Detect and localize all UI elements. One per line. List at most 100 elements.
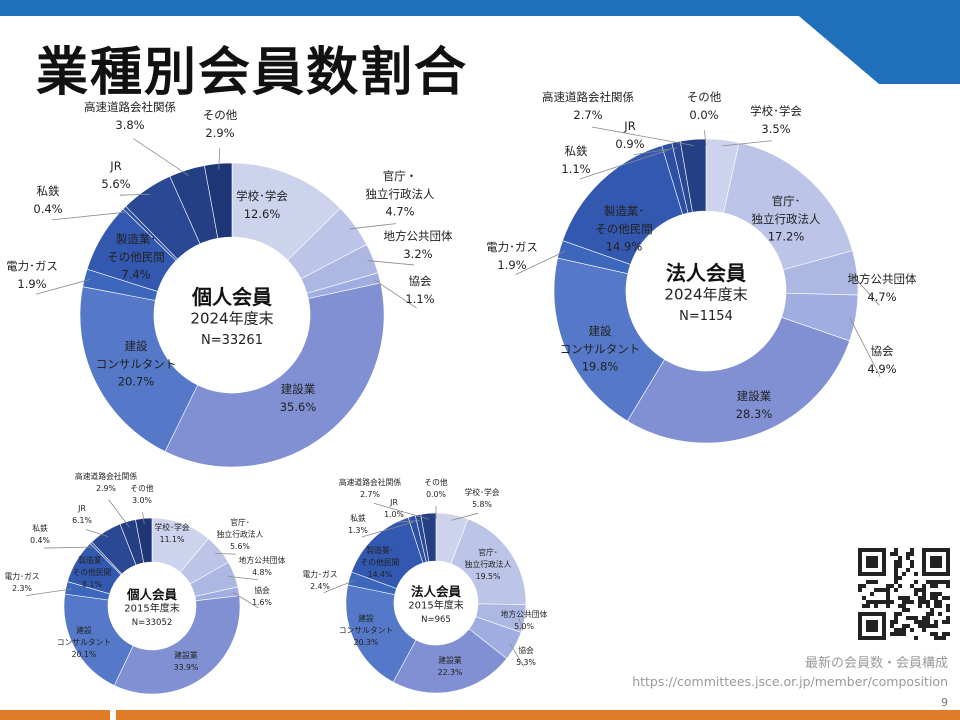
qr-code[interactable] [858, 548, 950, 640]
pie-chart-corporate-2015: 学校･学会 5.8% 官庁･独立行政法人 19.5% 地方公共団体 5.0% 協会 5.3% 建… [302, 477, 548, 694]
pie-slice [79, 286, 199, 452]
slice-labels: 学校･学会 3.5% 官庁･独立行政法人 17.2% 地方公共団体 4.7% 協会 4.9% 建… [486, 90, 917, 421]
leader-line [133, 138, 189, 176]
center-n: N=33052 [132, 618, 173, 628]
center-year: 2015年度末 [124, 602, 179, 615]
slice-label: 私鉄 0.4% [30, 523, 50, 545]
leader-line [349, 223, 397, 230]
pie-slice [626, 316, 850, 444]
leader-line [373, 278, 417, 309]
pie-slice [723, 142, 853, 271]
leader-line [451, 512, 479, 521]
slice-label: 電力･ガス 2.4% [302, 569, 337, 591]
slice-label: 高速道路会社関係 2.7% [542, 90, 634, 122]
pie-chart-individual-2015: 学校･学会 11.1% 官庁･独立行政法人 5.6% 地方公共団体 4.8% 協会 1.6% 建… [4, 471, 286, 695]
center-n: N=33261 [201, 333, 263, 348]
center-n: N=1154 [679, 309, 733, 324]
bottom-band-gap [110, 710, 116, 720]
leader-line [51, 211, 129, 221]
slice-label: 建設業 33.9% [174, 650, 199, 672]
pie-slice [420, 512, 437, 562]
slice-label: 電力･ガス 1.9% [6, 259, 58, 291]
slice-label: 官庁･独立行政法人 19.5% [465, 547, 512, 581]
leader-lines [35, 138, 417, 309]
slice-label: 学校･学会 11.1% [154, 522, 189, 544]
slice-label: 官庁･独立行政法人 5.6% [217, 517, 264, 551]
center-title: 法人会員 [666, 261, 746, 285]
pie-slice [345, 584, 417, 683]
slice-label: 協会 1.6% [252, 585, 272, 607]
center-year: 2024年度末 [664, 285, 747, 303]
slice-label: 建設コンサルタント 20.7% [96, 339, 177, 389]
leader-line [515, 250, 566, 275]
leader-line [25, 588, 72, 596]
slice-label: JR 5.6% [101, 159, 130, 191]
slice-label: その他 2.9% [203, 108, 238, 140]
slices [79, 162, 385, 468]
leader-line [721, 140, 773, 147]
slice-label: 地方公共団体 4.8% [239, 555, 286, 577]
leader-lines [25, 499, 259, 609]
footer-url[interactable]: https://committees.jsce.or.jp/member/com… [632, 674, 948, 689]
center-year: 2024年度末 [190, 309, 273, 327]
slice-labels: 学校･学会 11.1% 官庁･独立行政法人 5.6% 地方公共団体 4.8% 協会 1.6% 建… [4, 471, 285, 672]
slice-label: 建設コンサルタント 19.8% [560, 324, 641, 374]
leader-line [397, 520, 420, 523]
leader-line [323, 579, 356, 594]
page-number: 9 [941, 696, 948, 709]
pie-slice [553, 257, 666, 422]
leader-line [367, 260, 415, 266]
slice-label: 製造業･その他民間 8.1% [73, 555, 112, 589]
leader-line [119, 193, 150, 196]
leader-line [228, 575, 259, 581]
footer-caption: 最新の会員数・会員構成 [804, 656, 948, 671]
pie-slice [204, 162, 233, 239]
leader-line [232, 591, 259, 609]
leader-line [108, 499, 130, 528]
slice-label: 製造業･その他民間 14.4% [361, 545, 400, 579]
slice-label: 地方公共団体 3.2% [384, 229, 453, 261]
pie-slice [392, 628, 508, 694]
slice-label: 学校･学会 3.5% [750, 104, 802, 136]
leader-line [704, 130, 707, 146]
center-year: 2015年度末 [408, 599, 463, 612]
leader-line [85, 529, 109, 538]
slice-label: 私鉄 0.4% [33, 184, 62, 216]
leader-line [373, 502, 429, 520]
leader-line [849, 317, 881, 377]
slice-label: 官庁･独立行政法人 17.2% [752, 194, 821, 244]
slice-label: 協会 4.9% [867, 344, 896, 376]
leader-line [214, 552, 237, 555]
top-accent-band [0, 0, 960, 16]
slice-label: 地方公共団体 5.0% [501, 609, 548, 631]
slice-label: JR 6.1% [72, 504, 92, 525]
leader-lines [323, 502, 525, 667]
center-title: 法人会員 [411, 584, 462, 599]
slice-label: 地方公共団体 4.7% [848, 272, 917, 304]
slice-label: 建設コンサルタント 20.3% [339, 613, 394, 647]
slice-label: その他 3.0% [130, 483, 154, 505]
slice-label: 電力･ガス 2.3% [4, 571, 39, 593]
slice-label: 製造業･その他民間 7.4% [107, 232, 165, 282]
slice-label: 私鉄 1.3% [348, 513, 368, 535]
slice-label: 私鉄 1.1% [561, 144, 590, 176]
pie-slice [164, 282, 385, 468]
leader-line [35, 278, 91, 295]
leader-line [591, 126, 694, 146]
slide-title: 業種別会員数割合 [36, 43, 469, 103]
slice-labels: 学校･学会 12.6% 官庁・独立行政法人 4.7% 地方公共団体 3.2% 協会 1.1% 建… [6, 100, 453, 414]
slice-label: 建設業 28.3% [736, 389, 773, 421]
slice-label: JR 0.9% [615, 119, 644, 151]
slice-label: 建設業 35.6% [280, 382, 317, 414]
leader-line [850, 273, 880, 306]
slice-label: その他 0.0% [424, 477, 448, 499]
slice-labels: 学校･学会 5.8% 官庁･独立行政法人 19.5% 地方公共団体 5.0% 協会 5.3% 建… [302, 477, 547, 677]
slice-label: 高速道路会社関係 2.7% [339, 477, 402, 499]
leader-line [218, 148, 221, 170]
slice-label: 協会 1.1% [405, 274, 434, 306]
slice-label: 協会 5.3% [516, 645, 536, 667]
corner-accent [780, 0, 960, 84]
